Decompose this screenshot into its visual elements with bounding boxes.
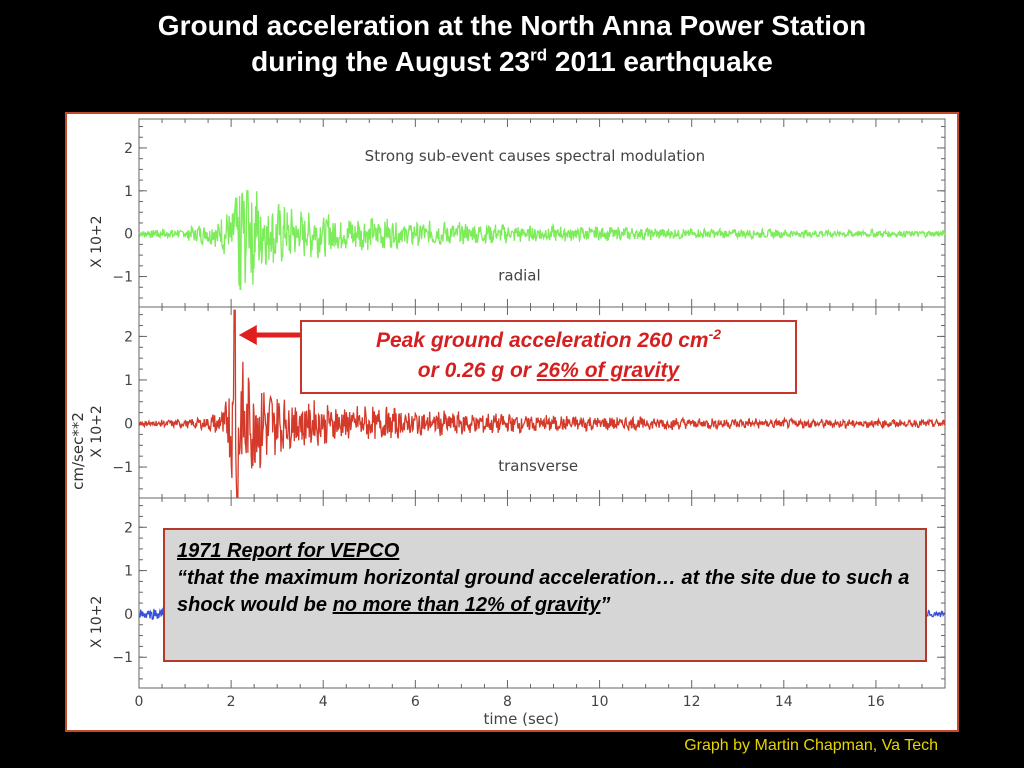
peak-unit-sup: -2 [708, 326, 722, 342]
peak-text: Peak ground acceleration 260 cm [375, 329, 709, 352]
report-quote: “that the maximum horizontal ground acce… [177, 565, 915, 619]
y-tick-label: 2 [124, 329, 133, 345]
report-heading: 1971 Report for VEPCO [177, 540, 400, 562]
trace-radial [138, 190, 946, 291]
x-tick-label: 8 [503, 694, 512, 710]
x-tick-label: 12 [683, 694, 701, 710]
x-tick-label: 0 [135, 694, 144, 710]
y-axis-label: cm/sec**2 [69, 412, 87, 490]
report-quote-pre: “that the maximum horizontal ground acce… [177, 567, 910, 616]
y-tick-label: 0 [124, 417, 133, 433]
peak-callout-line-1: Peak ground acceleration 260 cm-2 [302, 326, 795, 356]
peak-gravity-percent: 26% of gravity [536, 359, 680, 382]
graph-credit: Graph by Martin Chapman, Va Tech [684, 737, 938, 754]
y-tick-label: 0 [124, 227, 133, 243]
report-quote-post: ” [600, 594, 611, 616]
panel-scale-label: X 10+2 [89, 215, 105, 268]
title-line-1: Ground acceleration at the North Anna Po… [157, 10, 867, 41]
y-tick-label: 2 [124, 520, 133, 536]
panel-name-label: radial [498, 267, 540, 285]
panel-scale-label: X 10+2 [89, 405, 105, 458]
y-tick-label: 0 [124, 607, 133, 623]
panel-frame-vertical [138, 497, 946, 689]
title-line-2-pre: during the August 23 [251, 46, 531, 77]
title-sup: rd [530, 45, 548, 65]
x-tick-label: 14 [775, 694, 793, 710]
y-tick-label: 1 [124, 564, 133, 580]
y-tick-label: 1 [124, 373, 133, 389]
report-quote-underline: no more than 12% of gravity [332, 594, 601, 616]
x-tick-label: 2 [227, 694, 236, 710]
x-tick-label: 16 [867, 694, 885, 710]
y-tick-label: 1 [124, 184, 133, 200]
peak-arrow-head [238, 325, 257, 345]
peak-callout: Peak ground acceleration 260 cm-2 or 0.2… [300, 320, 797, 394]
title-line-2-post: 2011 earthquake [547, 46, 773, 77]
trace-transverse [138, 309, 946, 498]
y-tick-label: −1 [112, 650, 133, 666]
x-tick-label: 10 [591, 694, 609, 710]
x-tick-label: 4 [319, 694, 328, 710]
peak-text-2: or 0.26 g or [417, 359, 537, 382]
panel-name-label: transverse [498, 457, 578, 475]
panel-annotation: Strong sub-event causes spectral modulat… [365, 147, 705, 165]
panel-scale-label: X 10+2 [89, 596, 105, 649]
x-axis-label: time (sec) [483, 710, 559, 728]
x-tick-label: 6 [411, 694, 420, 710]
slide-title: Ground acceleration at the North Anna Po… [0, 8, 1024, 80]
peak-callout-line-2: or 0.26 g or 26% of gravity [302, 356, 795, 386]
title-line-2: during the August 23rd 2011 earthquake [0, 44, 1024, 80]
report-callout: 1971 Report for VEPCO “that the maximum … [163, 528, 927, 662]
y-tick-label: −1 [112, 460, 133, 476]
y-tick-label: 2 [124, 141, 133, 157]
y-tick-label: −1 [112, 270, 133, 286]
